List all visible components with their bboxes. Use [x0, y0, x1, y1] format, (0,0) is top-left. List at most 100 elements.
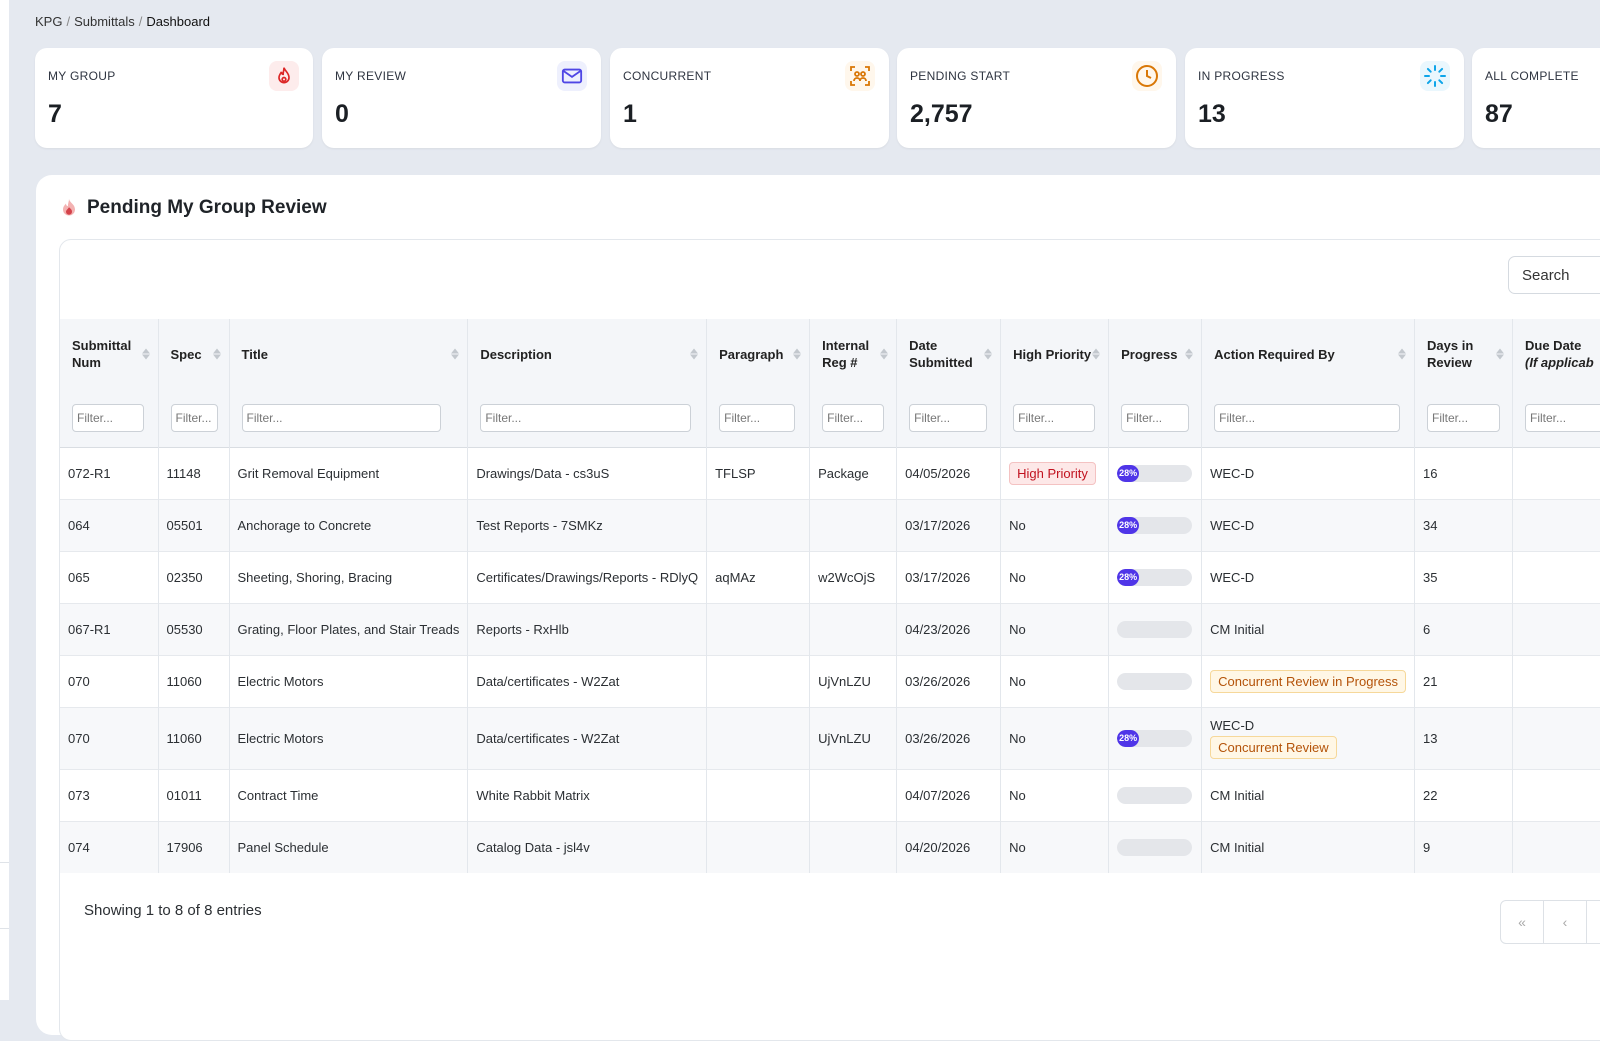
cell-internal-reg: Package — [809, 447, 898, 499]
stat-card-my-review[interactable]: MY REVIEW 0 — [322, 48, 601, 148]
cell-submittal-num: 070 — [60, 707, 159, 769]
stat-card-pending-start[interactable]: PENDING START 2,757 — [897, 48, 1176, 148]
cell-internal-reg — [809, 499, 898, 551]
search-input[interactable]: Search — [1508, 256, 1600, 294]
cell-action-required-by: Concurrent Review in Progress — [1201, 655, 1416, 707]
column-filter-input[interactable] — [1013, 403, 1096, 432]
col-submittal-num[interactable]: Submittal Num — [60, 319, 159, 389]
cell-description: Catalog Data - jsl4v — [467, 821, 708, 873]
stat-card-my-group[interactable]: MY GROUP 7 — [35, 48, 313, 148]
col-spec[interactable]: Spec — [158, 319, 230, 389]
column-filter-input[interactable] — [480, 403, 692, 432]
cell-title: Contract Time — [229, 769, 469, 821]
stat-card-in-progress[interactable]: IN PROGRESS 13 — [1185, 48, 1464, 148]
filter-cell — [158, 389, 230, 447]
cell-paragraph — [706, 821, 811, 873]
breadcrumb-kpg[interactable]: KPG — [35, 14, 63, 29]
cell-spec: 01011 — [158, 769, 230, 821]
cell-date-submitted: 04/07/2026 — [896, 769, 1002, 821]
col-description[interactable]: Description — [467, 319, 708, 389]
action-text: CM Initial — [1210, 787, 1265, 803]
table-row[interactable]: 070 11060 Electric Motors Data/certificates… — [60, 707, 1600, 769]
stat-label: MY GROUP — [48, 69, 116, 83]
cell-description: White Rabbit Matrix — [467, 769, 708, 821]
cell-internal-reg: UjVnLZU — [809, 655, 898, 707]
fire-icon — [269, 61, 299, 91]
cell-action-required-by: CM Initial — [1201, 603, 1416, 655]
column-filter-input[interactable] — [1427, 403, 1501, 432]
cell-days-in-review: 22 — [1414, 769, 1514, 821]
cell-description: Reports - RxHlb — [467, 603, 708, 655]
table-row[interactable]: 074 17906 Panel Schedule Catalog Data - jsl… — [60, 821, 1600, 873]
stat-card-concurrent[interactable]: CONCURRENT 1 — [610, 48, 889, 148]
table-row[interactable]: 073 01011 Contract Time White Rabbit Matrix… — [60, 769, 1600, 821]
priority-text: No — [1009, 569, 1026, 585]
cell-action-required-by: WEC-D — [1201, 551, 1416, 603]
cell-due-date — [1512, 655, 1600, 707]
stat-card-all-complete[interactable]: ALL COMPLETE 87 — [1472, 48, 1600, 148]
col-date-submitted[interactable]: Date Submitted — [896, 319, 1002, 389]
cell-submittal-num: 067-R1 — [60, 603, 159, 655]
cell-spec: 17906 — [158, 821, 230, 873]
col-action-required-by[interactable]: Action Required By — [1201, 319, 1416, 389]
stat-value: 1 — [623, 100, 637, 128]
breadcrumb-submittals[interactable]: Submittals — [74, 14, 135, 29]
table-row[interactable]: 067-R1 05530 Grating, Floor Plates, and St… — [60, 603, 1600, 655]
cell-paragraph — [706, 707, 811, 769]
column-filter-input[interactable] — [170, 403, 218, 432]
table-row[interactable]: 072-R1 11148 Grit Removal Equipment Drawing… — [60, 447, 1600, 499]
cell-spec: 11148 — [158, 447, 230, 499]
people-scan-icon — [845, 61, 875, 91]
column-filter-input[interactable] — [241, 403, 441, 432]
cell-submittal-num: 074 — [60, 821, 159, 873]
column-filter-input[interactable] — [72, 403, 144, 432]
cell-date-submitted: 03/17/2026 — [896, 551, 1002, 603]
cell-action-required-by: WEC-D — [1201, 499, 1416, 551]
cell-spec: 02350 — [158, 551, 230, 603]
cell-days-in-review: 35 — [1414, 551, 1514, 603]
cell-progress — [1108, 603, 1203, 655]
action-text: WEC-D — [1210, 465, 1255, 481]
cell-paragraph — [706, 655, 811, 707]
spinner-icon — [1420, 61, 1450, 91]
column-filter-input[interactable] — [909, 403, 988, 432]
column-filter-input[interactable] — [719, 403, 796, 432]
cell-date-submitted: 03/17/2026 — [896, 499, 1002, 551]
col-internal-reg[interactable]: Internal Reg # — [809, 319, 898, 389]
col-title[interactable]: Title — [229, 319, 469, 389]
cell-high-priority: No — [1000, 655, 1110, 707]
cell-description: Drawings/Data - cs3uS — [467, 447, 708, 499]
cell-submittal-num: 073 — [60, 769, 159, 821]
first-page-button[interactable]: « — [1501, 901, 1544, 943]
column-filter-input[interactable] — [1121, 403, 1190, 432]
column-filter-input[interactable] — [822, 403, 885, 432]
cell-progress: 28% — [1108, 707, 1203, 769]
priority-text: No — [1009, 673, 1026, 689]
filter-cell — [1201, 389, 1416, 447]
col-high-priority[interactable]: High Priority — [1000, 319, 1110, 389]
high-priority-badge: High Priority — [1009, 461, 1096, 485]
table-row[interactable]: 065 02350 Sheeting, Shoring, Bracing Certif… — [60, 551, 1600, 603]
cell-date-submitted: 04/20/2026 — [896, 821, 1002, 873]
cell-progress: 28% — [1108, 447, 1203, 499]
col-days-in-review[interactable]: Days in Review — [1414, 319, 1514, 389]
priority-text: No — [1009, 839, 1026, 855]
progress-fill: 28% — [1117, 729, 1140, 747]
col-progress[interactable]: Progress — [1108, 319, 1203, 389]
col-due-date[interactable]: Due Date (If applicab — [1512, 319, 1600, 389]
progress-fill: 28% — [1117, 516, 1140, 534]
column-filter-input[interactable] — [1525, 403, 1600, 432]
breadcrumb-dashboard: Dashboard — [146, 14, 211, 29]
prev-page-button[interactable]: ‹ — [1544, 901, 1587, 943]
progress-bar — [1117, 620, 1193, 638]
cell-due-date — [1512, 447, 1600, 499]
cell-paragraph — [706, 603, 811, 655]
cell-high-priority: No — [1000, 551, 1110, 603]
progress-bar — [1117, 786, 1193, 804]
cell-due-date — [1512, 551, 1600, 603]
col-paragraph[interactable]: Paragraph — [706, 319, 811, 389]
table-row[interactable]: 064 05501 Anchorage to Concrete Test Report… — [60, 499, 1600, 551]
table-info: Showing 1 to 8 of 8 entries — [84, 902, 262, 919]
column-filter-input[interactable] — [1214, 403, 1401, 432]
table-row[interactable]: 070 11060 Electric Motors Data/certificates… — [60, 655, 1600, 707]
